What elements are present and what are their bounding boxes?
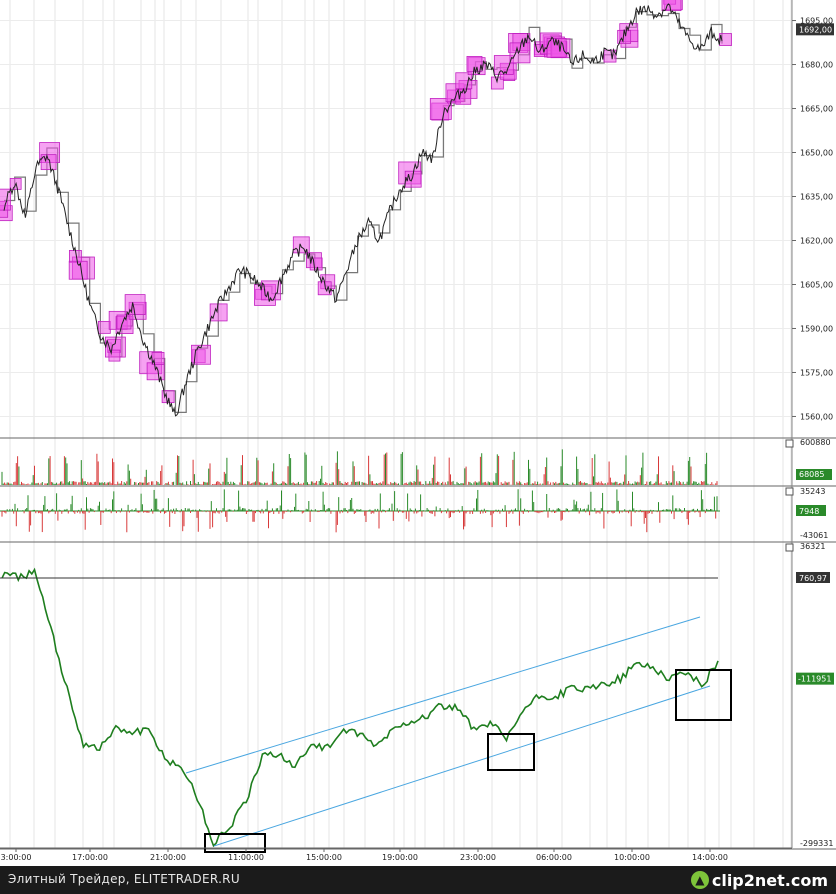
delta-last-label: 7948 bbox=[799, 507, 819, 516]
price-tick-label: 1665,00 bbox=[800, 105, 833, 114]
chart-grid bbox=[0, 0, 792, 848]
price-tick-label: 1575,00 bbox=[800, 368, 833, 377]
volume-cluster-box bbox=[108, 349, 121, 362]
time-tick-label: 14:00:00 bbox=[692, 853, 728, 862]
volume-cluster-box bbox=[466, 56, 483, 72]
volume-cluster-box bbox=[661, 0, 682, 12]
time-tick-label: 10:00:00 bbox=[614, 853, 650, 862]
time-tick-label: 23:00:00 bbox=[460, 853, 496, 862]
volume-cluster-box bbox=[151, 352, 165, 365]
volume-cluster-box bbox=[97, 320, 111, 334]
volume-cluster-box bbox=[509, 42, 531, 64]
price-tick-label: 1605,00 bbox=[800, 280, 833, 289]
channel-lower-line bbox=[213, 685, 711, 847]
close-icon bbox=[785, 487, 794, 496]
delta-last-tag bbox=[796, 505, 826, 516]
cumulative-min-label: -299331 bbox=[800, 839, 833, 848]
panel-frames bbox=[0, 0, 836, 850]
volume-cluster-box bbox=[490, 76, 504, 90]
volume-cluster-box bbox=[455, 72, 473, 90]
delta-max-label: 35243 bbox=[800, 487, 825, 496]
cumulative-max-label: 36321 bbox=[800, 542, 825, 551]
highlight-box bbox=[204, 833, 266, 853]
footer-caption: Элитный Трейдер, ELITETRADER.RU bbox=[8, 872, 240, 886]
volume-cluster-box bbox=[116, 314, 132, 330]
volume-last-label: 68085 bbox=[799, 470, 824, 479]
arrow-up-icon: ▲ bbox=[690, 871, 709, 889]
trading-chart: 1695,00 1680,00 1665,00 1650,00 1635,00 1620,… bbox=[0, 0, 836, 862]
logo-text: clip2net.com bbox=[711, 870, 828, 890]
volume-cluster-box bbox=[209, 303, 228, 322]
volume-cluster-box bbox=[146, 362, 165, 381]
volume-cluster-box bbox=[0, 188, 11, 211]
price-tick-label: 1695,00 bbox=[800, 17, 833, 26]
time-tick-label: 15:00:00 bbox=[306, 853, 342, 862]
highlight-box bbox=[487, 733, 535, 771]
price-tick-label: 1635,00 bbox=[800, 193, 833, 202]
cumulative-ref-label: 760,97 bbox=[799, 574, 827, 583]
cumulative-ref-tag bbox=[796, 572, 830, 583]
volume-cluster-box bbox=[429, 98, 452, 120]
volume-cluster-box bbox=[719, 33, 732, 46]
time-axis: 3:00:00 17:00:00 21:00:00 11:00:00 15:00:00 1… bbox=[0, 847, 792, 862]
price-line bbox=[3, 3, 723, 417]
price-tick-label: 1560,00 bbox=[800, 412, 833, 421]
price-tick-label: 1620,00 bbox=[800, 236, 833, 245]
channel-upper-line bbox=[185, 616, 701, 774]
last-price-label: 1692,00 bbox=[799, 25, 832, 34]
cumulative-last-label: -111951 bbox=[798, 675, 831, 684]
last-price-tag bbox=[796, 23, 834, 36]
price-tick-label: 1680,00 bbox=[800, 61, 833, 70]
volume-cluster-box bbox=[68, 260, 88, 280]
volume-panel bbox=[1, 449, 718, 485]
cumulative-delta-line bbox=[1, 567, 719, 848]
close-icon bbox=[785, 439, 794, 448]
price-tick-label: 1650,00 bbox=[800, 149, 833, 158]
time-tick-label: 19:00:00 bbox=[382, 853, 418, 862]
volume-max-label: 600880 bbox=[800, 438, 831, 447]
time-tick-label: 21:00:00 bbox=[150, 853, 186, 862]
volume-last-tag bbox=[796, 469, 832, 480]
clip2net-logo[interactable]: ▲ clip2net.com bbox=[690, 869, 828, 891]
delta-panel bbox=[0, 489, 720, 533]
volume-cluster-box bbox=[124, 294, 146, 316]
price-panel bbox=[0, 0, 732, 417]
price-tick-label: 1590,00 bbox=[800, 324, 833, 333]
time-tick-label: 17:00:00 bbox=[72, 853, 108, 862]
time-tick-label: 3:00:00 bbox=[1, 853, 32, 862]
close-icon bbox=[785, 543, 794, 552]
footer-bar: Элитный Трейдер, ELITETRADER.RU ▲ clip2n… bbox=[0, 866, 836, 894]
cumulative-last-tag bbox=[796, 672, 834, 685]
time-tick-label: 11:00:00 bbox=[228, 853, 264, 862]
time-tick-label: 06:00:00 bbox=[536, 853, 572, 862]
cumulative-delta-panel bbox=[0, 567, 732, 853]
delta-min-label: -43061 bbox=[800, 531, 828, 540]
highlight-box bbox=[675, 669, 732, 721]
value-axis: 1695,00 1680,00 1665,00 1650,00 1635,00 1620,… bbox=[785, 17, 834, 848]
